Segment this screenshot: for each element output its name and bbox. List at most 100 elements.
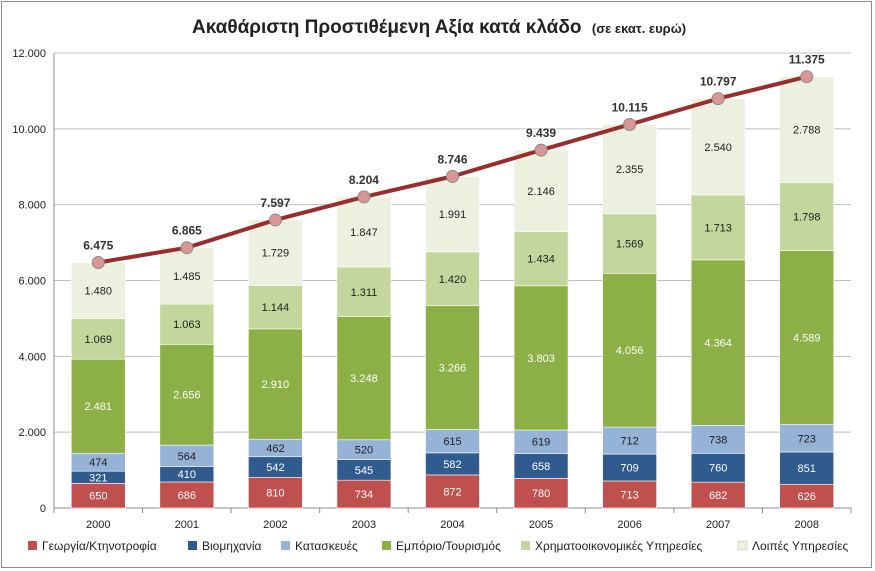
bar-label: 520 — [355, 445, 373, 457]
legend-label: Βιομηχανία — [202, 539, 262, 553]
bar-segment-εμπόριο-τουρισμός — [159, 344, 215, 446]
bar-label: 738 — [709, 434, 727, 446]
bar-segment-χρηματοοικονομικές-υπηρεσίες — [690, 194, 746, 261]
bar-segment-χρηματοοικονομικές-υπηρεσίες — [779, 182, 835, 251]
y-tick-label: 10.000 — [12, 124, 46, 136]
y-tick-label: 6.000 — [18, 276, 46, 288]
bar-label: 2.355 — [616, 164, 644, 176]
bar-segment-εμπόριο-τουρισμός — [70, 358, 126, 454]
bar-segment-εμπόριο-τουρισμός — [779, 250, 835, 425]
bar-label: 626 — [798, 491, 816, 503]
bar-label: 4.364 — [704, 338, 732, 350]
x-tick-label: 2000 — [86, 519, 110, 531]
bar-stack-2008: 626 851 723 4.589 1.798 2.788 — [779, 76, 835, 509]
bar-label: 760 — [709, 463, 727, 475]
bar-label: 3.803 — [527, 353, 555, 365]
bar-segment-γεωργία-κτηνοτροφία — [159, 481, 215, 509]
bar-segment-λοιπές-υπηρεσίες — [779, 76, 835, 183]
bar-label: 723 — [798, 433, 816, 445]
total-marker — [623, 117, 637, 131]
total-label: 6.865 — [172, 224, 202, 238]
bar-label: 1.729 — [262, 248, 290, 260]
legend-label: Κατασκευές — [295, 539, 358, 553]
bar-label: 1.798 — [793, 211, 821, 223]
legend-swatch-λοιπές-υπηρεσίες — [737, 540, 748, 551]
bar-segment-εμπόριο-τουρισμός — [690, 259, 746, 426]
bar-label: 619 — [532, 437, 550, 449]
bar-segment-χρηματοοικονομικές-υπηρεσίες — [336, 266, 392, 317]
bar-segment-γεωργία-κτηνοτροφία — [425, 474, 480, 509]
bar-segment-λοιπές-υπηρεσίες — [602, 124, 657, 215]
total-marker — [180, 241, 194, 255]
bar-label: 682 — [709, 490, 727, 502]
bar-segment-εμπόριο-τουρισμός — [336, 316, 392, 441]
bar-segment-εμπόριο-τουρισμός — [248, 328, 303, 440]
legend-swatch-γεωργία-κτηνοτροφία — [28, 541, 37, 550]
total-label: 9.439 — [526, 126, 556, 140]
bar-segment-εμπόριο-τουρισμός — [425, 305, 480, 430]
bar-label: 1.569 — [616, 239, 644, 251]
bar-label: 1.144 — [262, 302, 290, 314]
bar-segment-λοιπές-υπηρεσίες — [248, 219, 303, 286]
bar-segment-χρηματοοικονομικές-υπηρεσίες — [70, 318, 126, 360]
bar-label: 1.847 — [350, 227, 378, 239]
bar-label: 3.248 — [350, 373, 378, 385]
bar-label: 3.266 — [439, 363, 467, 375]
bar-segment-λοιπές-υπηρεσίες — [336, 196, 392, 268]
bar-label: 1.420 — [439, 274, 467, 286]
bar-label: 713 — [620, 489, 638, 501]
legend: Γεωργία/Κτηνοτροφία Βιομηχανία Κατασκευές Ε… — [28, 539, 848, 553]
bar-label: 1.069 — [85, 334, 113, 346]
bar-stack-2000: 650 321 474 2.481 1.069 1.480 — [70, 262, 126, 509]
total-marker — [268, 213, 282, 227]
bar-segment-λοιπές-υπηρεσίες — [513, 149, 569, 232]
legend-label: Γεωργία/Κτηνοτροφία — [42, 539, 157, 553]
bar-label: 615 — [443, 436, 461, 448]
bar-label: 564 — [178, 451, 196, 463]
y-tick-label: 8.000 — [18, 200, 46, 212]
x-tick-label: 2004 — [440, 519, 464, 531]
bar-label: 474 — [89, 457, 107, 469]
bar-segment-γεωργία-κτηνοτροφία — [70, 483, 126, 509]
bar-stack-2007: 682 760 738 4.364 1.713 2.540 — [690, 98, 746, 509]
total-label: 10.797 — [700, 75, 737, 89]
bar-stack-2003: 734 545 520 3.248 1.311 1.847 — [336, 196, 392, 509]
bar-label: 410 — [178, 469, 196, 481]
bar-segment-γεωργία-κτηνοτροφία — [602, 480, 657, 509]
bar-stack-2005: 780 658 619 3.803 1.434 2.146 — [513, 149, 569, 509]
x-tick-label: 2001 — [175, 519, 199, 531]
x-tick-label: 2005 — [529, 519, 553, 531]
bar-label: 1.713 — [704, 222, 732, 234]
bar-segment-λοιπές-υπηρεσίες — [159, 247, 215, 305]
bar-label: 4.056 — [616, 345, 644, 357]
bar-label: 872 — [443, 486, 461, 498]
bar-segment-λοιπές-υπηρεσίες — [70, 262, 126, 319]
chart-title-main: Ακαθάριστη Προστιθέμενη Αξία κατά κλάδο — [192, 17, 582, 38]
bar-label: 1.063 — [173, 319, 201, 331]
bar-label: 542 — [266, 462, 284, 474]
total-line: 6.475 6.865 7.597 8.204 8.746 9.439 10.115 10.7… — [83, 53, 825, 269]
legend-label: Εμπόριο/Τουρισμός — [396, 539, 501, 553]
y-tick-label: 2.000 — [18, 427, 46, 439]
bar-label: 1.485 — [173, 271, 201, 283]
y-tick-label: 0 — [40, 503, 46, 515]
bar-segment-βιομηχανία — [690, 453, 746, 483]
bar-label: 2.656 — [173, 390, 201, 402]
bar-segment-γεωργία-κτηνοτροφία — [513, 478, 569, 509]
total-label: 11.375 — [789, 53, 825, 67]
bar-label: 2.146 — [527, 186, 555, 198]
bar-segment-λοιπές-υπηρεσίες — [690, 98, 746, 196]
bar-label: 545 — [355, 465, 373, 477]
legend-swatch-χρηματοοικονομικές-υπηρεσίες — [521, 541, 530, 550]
legend-label: Χρηματοοικονομικές Υπηρεσίες — [535, 539, 703, 553]
legend-swatch-εμπόριο-τουρισμός — [382, 541, 391, 550]
bar-label: 712 — [620, 436, 638, 448]
bar-segment-κατασκευές — [602, 426, 657, 455]
bar-label: 2.788 — [793, 125, 821, 137]
stacked-bars: 650 321 474 2.481 1.069 1.480 686 410 564 2.656 1.… — [70, 76, 835, 509]
total-marker — [534, 143, 548, 157]
legend-swatch-βιομηχανία — [188, 541, 197, 550]
chart-title-subtitle: (σε εκατ. ευρώ) — [592, 21, 686, 36]
legend-swatch-κατασκευές — [281, 541, 290, 550]
